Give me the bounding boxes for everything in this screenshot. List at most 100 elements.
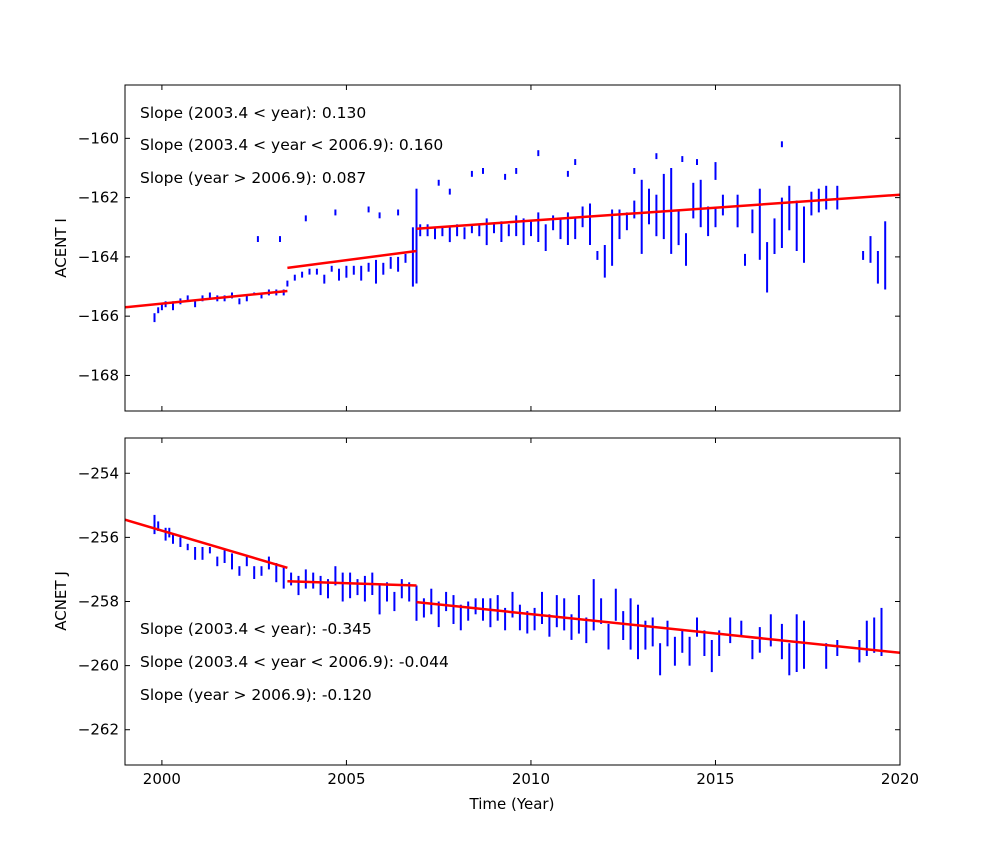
data-point bbox=[160, 304, 163, 311]
data-point bbox=[194, 301, 197, 308]
data-point bbox=[478, 224, 481, 237]
data-point bbox=[596, 251, 599, 260]
data-point bbox=[515, 215, 518, 237]
data-point bbox=[614, 588, 617, 621]
data-point bbox=[640, 179, 643, 254]
data-point bbox=[456, 224, 459, 237]
data-point bbox=[825, 185, 828, 210]
data-point bbox=[751, 209, 754, 234]
data-point bbox=[367, 262, 370, 272]
data-point bbox=[408, 582, 411, 602]
data-point bbox=[363, 575, 366, 602]
data-point bbox=[858, 640, 861, 663]
data-point bbox=[186, 543, 189, 551]
top-annotation-2: Slope (2003.4 < year < 2006.9): 0.160 bbox=[140, 136, 443, 154]
data-point bbox=[367, 206, 370, 213]
data-point bbox=[530, 221, 532, 237]
data-point bbox=[714, 162, 717, 180]
data-point bbox=[448, 188, 451, 195]
data-point bbox=[349, 572, 352, 599]
bottom-y-axis-label: ACNET J bbox=[52, 571, 70, 631]
data-point bbox=[622, 611, 625, 640]
data-point bbox=[559, 218, 562, 240]
data-point bbox=[275, 563, 278, 583]
data-point bbox=[651, 617, 654, 647]
data-point bbox=[260, 566, 263, 576]
data-point bbox=[533, 607, 536, 631]
data-point bbox=[496, 595, 499, 621]
data-point bbox=[253, 566, 256, 579]
data-point bbox=[788, 643, 791, 676]
data-point bbox=[592, 579, 595, 631]
bottom-y-ticks: −262 −260 −258 −256 −254 bbox=[78, 464, 900, 739]
data-point bbox=[201, 547, 204, 560]
data-point bbox=[692, 182, 695, 219]
y-tick-label: −166 bbox=[78, 307, 119, 325]
data-point bbox=[729, 617, 732, 644]
data-point bbox=[404, 253, 407, 263]
x-tick-label: 2010 bbox=[512, 770, 550, 788]
data-point bbox=[625, 212, 628, 231]
data-point bbox=[411, 227, 414, 287]
data-point bbox=[876, 251, 879, 284]
data-point bbox=[696, 617, 698, 637]
data-point bbox=[315, 268, 318, 275]
data-point bbox=[470, 224, 473, 234]
fit-line-1 bbox=[124, 289, 288, 309]
y-tick-label: −160 bbox=[78, 129, 119, 147]
data-point bbox=[153, 313, 156, 323]
top-panel: −168 −166 −164 −162 −160 ACENT I Slope (2003… bbox=[52, 84, 901, 412]
data-point bbox=[301, 271, 304, 278]
data-point bbox=[603, 245, 606, 278]
data-point bbox=[504, 607, 507, 631]
data-point bbox=[736, 194, 739, 228]
data-point bbox=[485, 218, 488, 246]
data-point bbox=[459, 604, 462, 631]
top-annotation-1: Slope (2003.4 < year): 0.130 bbox=[140, 104, 366, 122]
data-point bbox=[644, 620, 647, 650]
data-point bbox=[338, 268, 340, 281]
data-point bbox=[618, 209, 621, 240]
data-point bbox=[710, 640, 713, 673]
data-point bbox=[880, 607, 883, 656]
data-point bbox=[308, 268, 311, 275]
data-point bbox=[600, 598, 603, 624]
data-point bbox=[500, 221, 503, 242]
data-point bbox=[334, 566, 337, 586]
data-point bbox=[751, 640, 754, 660]
data-point bbox=[445, 591, 448, 612]
y-tick-label: −258 bbox=[78, 593, 119, 611]
data-point bbox=[238, 298, 241, 305]
data-point bbox=[655, 153, 658, 160]
data-point bbox=[688, 636, 691, 666]
fit-line-1 bbox=[124, 518, 288, 569]
bottom-annotation-3: Slope (year > 2006.9): -0.120 bbox=[140, 686, 372, 704]
data-point bbox=[574, 218, 577, 240]
data-point bbox=[304, 215, 307, 222]
data-point bbox=[522, 218, 525, 246]
data-point bbox=[865, 620, 868, 656]
data-point bbox=[400, 579, 403, 599]
y-tick-label: −256 bbox=[78, 528, 119, 546]
data-point bbox=[574, 159, 577, 165]
data-point bbox=[282, 566, 285, 589]
data-point bbox=[375, 259, 377, 284]
data-point bbox=[172, 534, 174, 544]
data-point bbox=[474, 598, 477, 615]
data-point bbox=[795, 200, 798, 251]
y-tick-label: −164 bbox=[78, 248, 119, 266]
data-point bbox=[873, 617, 876, 653]
data-point bbox=[327, 579, 329, 599]
data-point bbox=[825, 643, 828, 669]
data-point bbox=[836, 640, 839, 656]
data-point bbox=[378, 585, 381, 615]
data-point bbox=[312, 572, 315, 589]
data-point bbox=[703, 630, 706, 656]
data-point bbox=[810, 191, 813, 216]
data-point bbox=[467, 601, 470, 621]
data-point bbox=[758, 627, 761, 653]
data-point bbox=[286, 280, 289, 287]
data-point bbox=[637, 604, 639, 660]
bottom-annotation-2: Slope (2003.4 < year < 2006.9): -0.044 bbox=[140, 653, 449, 671]
